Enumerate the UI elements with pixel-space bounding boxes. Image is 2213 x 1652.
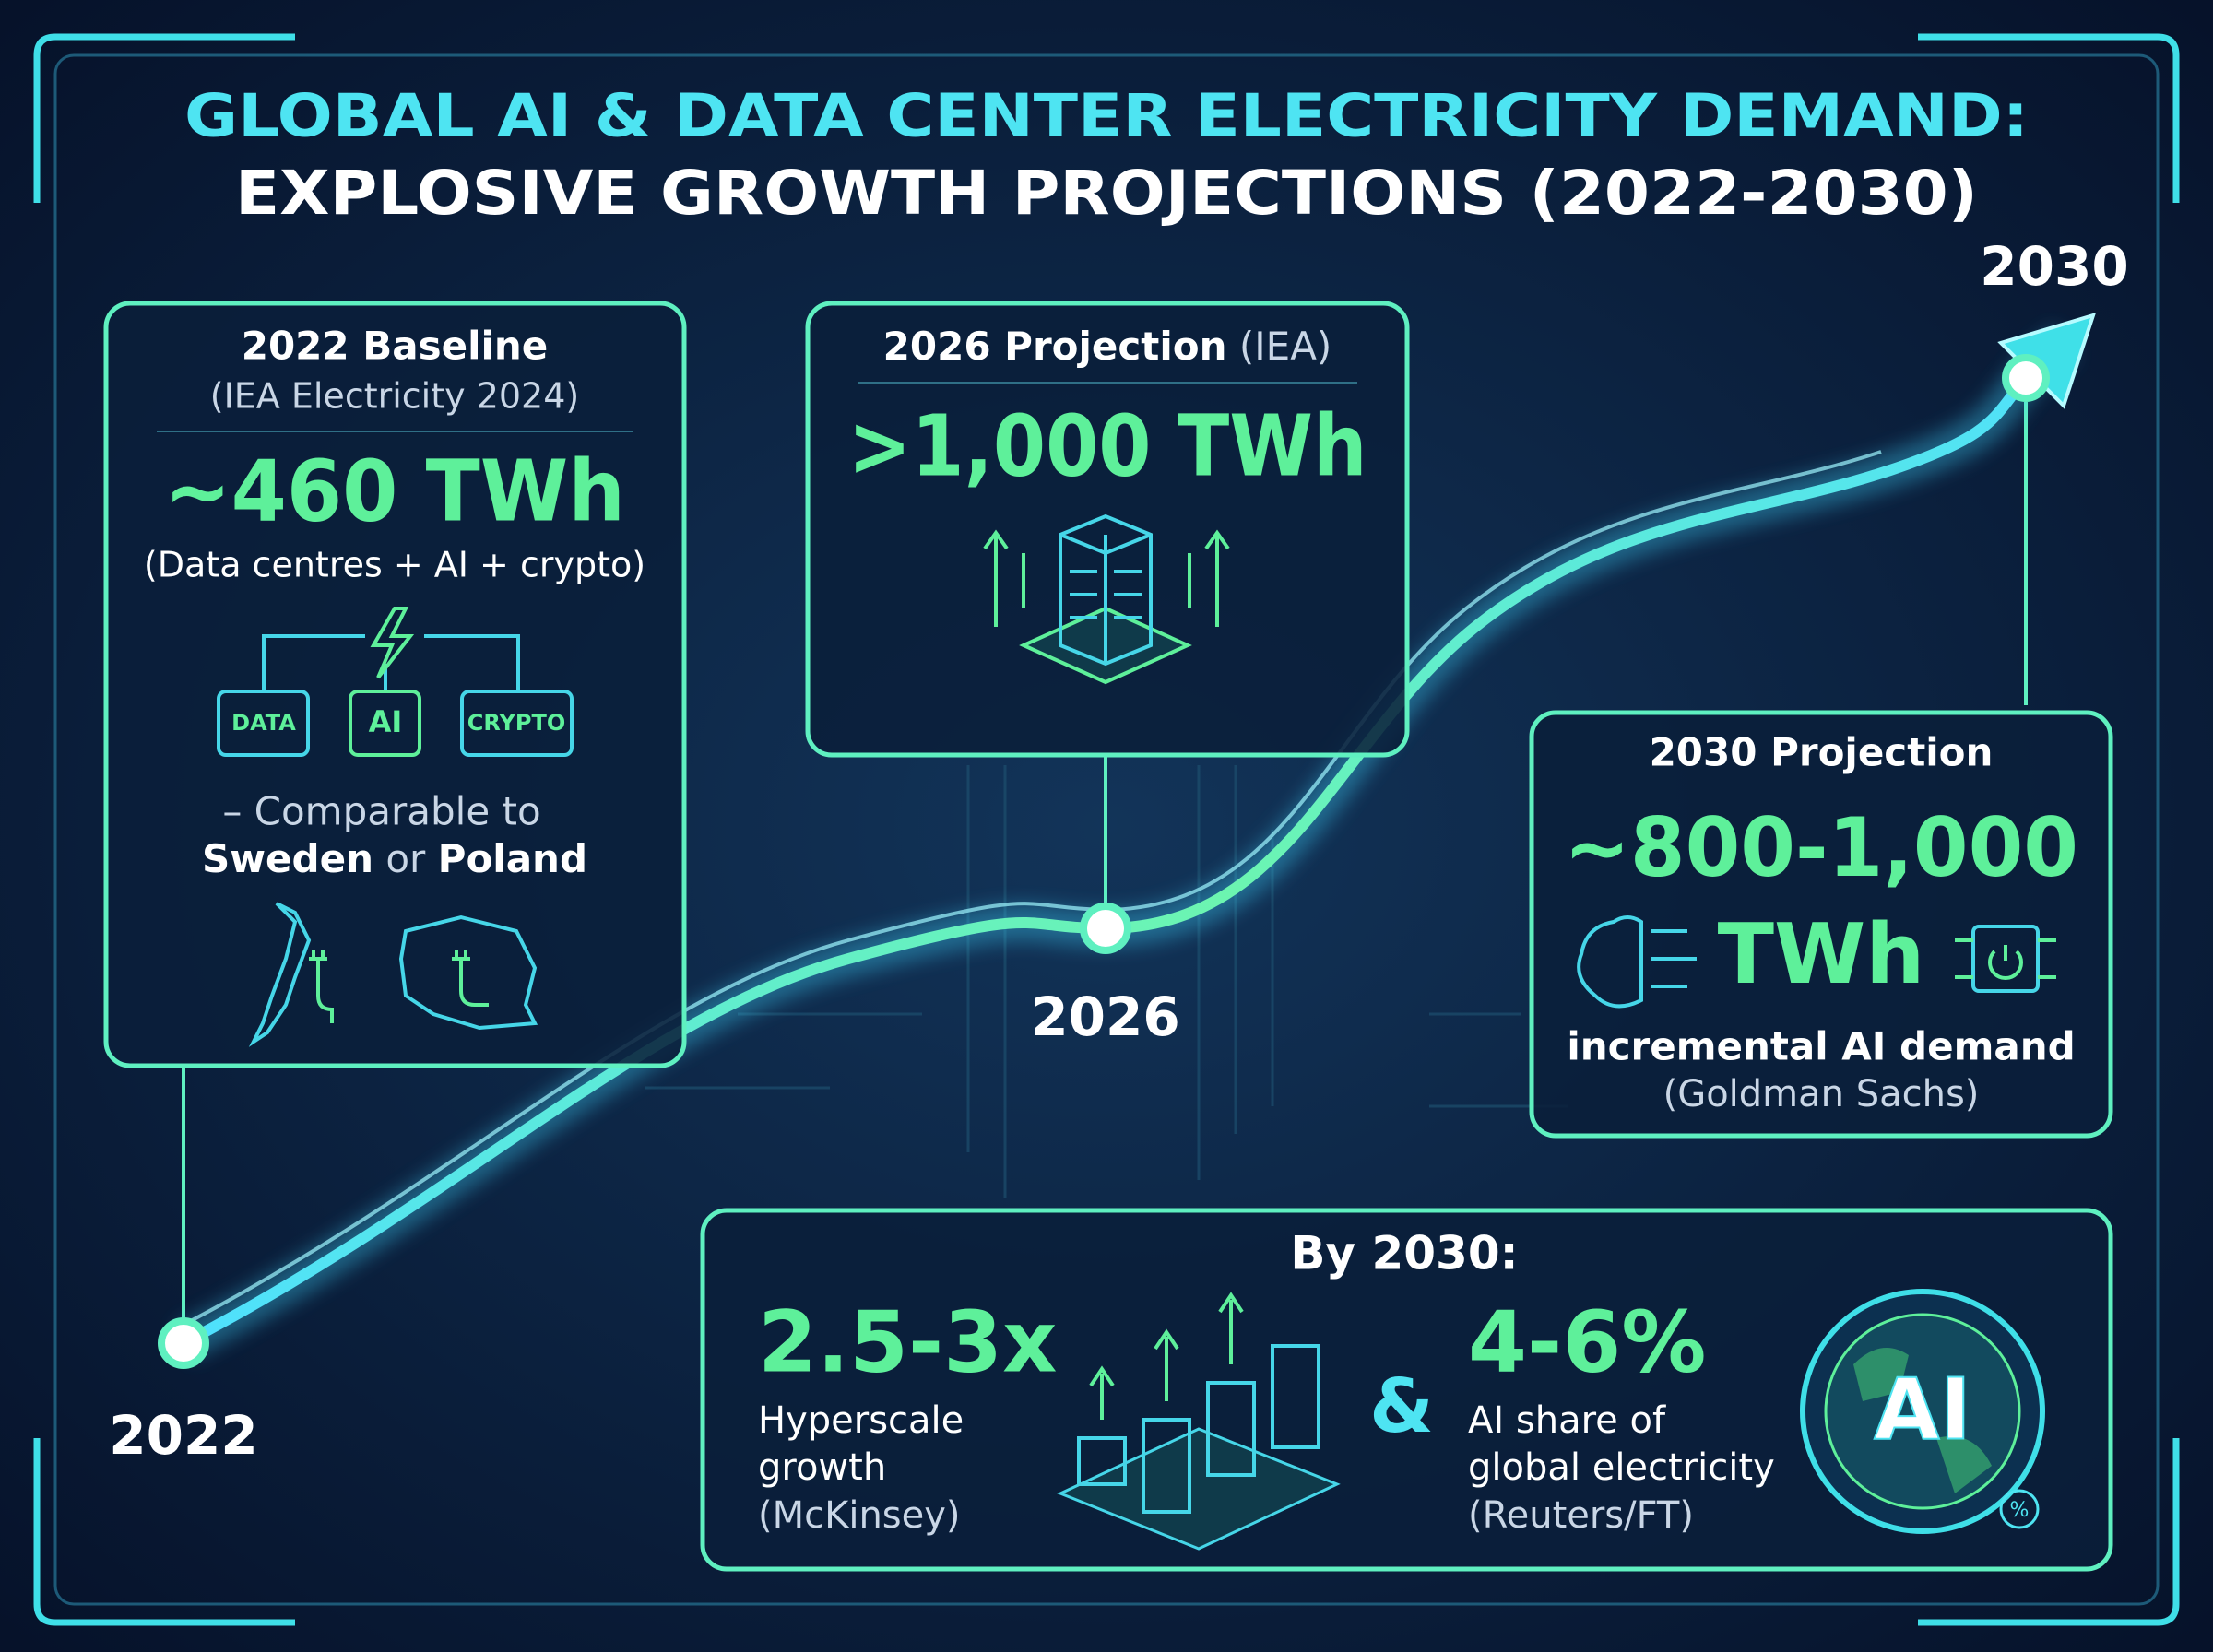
- frame: [33, 1438, 295, 1626]
- brain-icon: [1577, 915, 1697, 1009]
- percent-circle: [1999, 1489, 2040, 1529]
- card-source: (IEA): [1239, 324, 1331, 369]
- frame: [1918, 33, 2180, 203]
- stat-label: global electricity: [1468, 1446, 1775, 1489]
- card-value: ~800-1,000: [1564, 800, 2078, 895]
- stat-label: growth: [758, 1446, 886, 1489]
- comparison-text: – Comparable to: [222, 789, 540, 834]
- circuit-traces: [645, 765, 1568, 1198]
- icon-box: [217, 690, 310, 757]
- continents: [1853, 1348, 1992, 1493]
- card-heading: 2030 Projection: [1650, 730, 1994, 775]
- icon-label: DATA: [231, 710, 296, 736]
- baseline-card: 2022 Baseline (IEA Electricity 2024) ~46…: [103, 301, 687, 1068]
- joiner: &: [1369, 1363, 1434, 1449]
- node: [2002, 354, 2050, 402]
- card-heading: 2026 Projection: [883, 324, 1227, 369]
- summary-card: By 2030: 2.5-3x Hyperscale growth (McKin…: [700, 1208, 2113, 1572]
- card-source: (Goldman Sachs): [1663, 1073, 1980, 1115]
- year-label: 2030: [1980, 235, 2128, 298]
- projection-2030-card: 2030 Projection ~800-1,000 TWh increment…: [1529, 710, 2113, 1139]
- stat-source: (McKinsey): [758, 1494, 961, 1537]
- country: Sweden: [202, 836, 373, 881]
- poland-map: [398, 914, 538, 1031]
- card-heading-line: 2026 Projection (IEA): [883, 324, 1332, 369]
- card-source: (IEA Electricity 2024): [210, 376, 579, 417]
- plug-icon: [452, 950, 489, 1007]
- year-label: 2022: [109, 1404, 257, 1467]
- stat-value: 2.5-3x: [758, 1292, 1058, 1391]
- chip-icon: [1971, 925, 2040, 993]
- card-unit: TWh: [1718, 906, 1925, 1003]
- card-value: >1,000 TWh: [848, 396, 1367, 495]
- servers-icon: [1057, 1292, 1341, 1551]
- stat-source: (Reuters/FT): [1468, 1494, 1694, 1537]
- stat-label: AI share of: [1468, 1399, 1666, 1442]
- card-value: ~460 TWh: [164, 442, 625, 540]
- card: [103, 301, 687, 1068]
- arrows-up: [983, 529, 1230, 627]
- icon-box: [349, 690, 421, 757]
- title: GLOBAL AI & DATA CENTER ELECTRICITY DEMA…: [184, 83, 2029, 151]
- card-note: incremental AI demand: [1567, 1024, 2075, 1069]
- stat-value: 4-6%: [1468, 1292, 1706, 1391]
- node: [1080, 903, 1131, 954]
- server-icon: [983, 513, 1230, 685]
- connectors: [182, 402, 2028, 1328]
- circuit-traces: [645, 765, 1568, 1198]
- card-heading: 2022 Baseline: [242, 324, 549, 369]
- servers: [1077, 1344, 1320, 1514]
- badge-text: AI: [1874, 1360, 1970, 1458]
- country: Poland: [438, 836, 587, 881]
- header: GLOBAL AI & DATA CENTER ELECTRICITY DEMA…: [184, 83, 2029, 229]
- timeline-nodes: 2022 2026 2030: [109, 235, 2128, 1467]
- icon-box: [460, 690, 574, 757]
- icon-label: AI: [369, 704, 403, 739]
- icon-label: CRYPTO: [467, 710, 566, 736]
- server-slots: [1070, 570, 1142, 620]
- frame: [33, 33, 295, 203]
- frame: [53, 53, 2160, 1606]
- country-line: Sweden or Poland: [202, 836, 587, 881]
- sweden-map: [248, 902, 312, 1047]
- card: [1529, 710, 2113, 1139]
- frame: [33, 33, 2180, 1626]
- projection-2026-card: 2026 Projection (IEA) >1,000 TWh: [805, 301, 1410, 758]
- badge-symbol: %: [2010, 1499, 2030, 1522]
- card-heading: By 2030:: [1290, 1227, 1518, 1280]
- plug-icon: [309, 950, 334, 1023]
- card: [805, 301, 1410, 758]
- source-icons: DATA AI CRYPTO: [217, 607, 574, 757]
- card-note: (Data centres + AI + crypto): [144, 545, 645, 585]
- node: [158, 1317, 209, 1369]
- server-tower: [1059, 513, 1153, 667]
- year-label: 2026: [1031, 985, 1179, 1048]
- servers-base: [1057, 1427, 1341, 1551]
- stat-label: Hyperscale: [758, 1399, 964, 1442]
- subtitle: EXPLOSIVE GROWTH PROJECTIONS (2022-2030): [235, 158, 1978, 229]
- globe-badge: AI %: [1800, 1289, 2045, 1534]
- card: [700, 1208, 2113, 1572]
- frame: [1918, 1438, 2180, 1626]
- lightning-icon: [370, 607, 415, 679]
- arrows-up: [1089, 1292, 1244, 1420]
- power-icon: [1955, 938, 2056, 981]
- connector-word: or: [385, 836, 426, 881]
